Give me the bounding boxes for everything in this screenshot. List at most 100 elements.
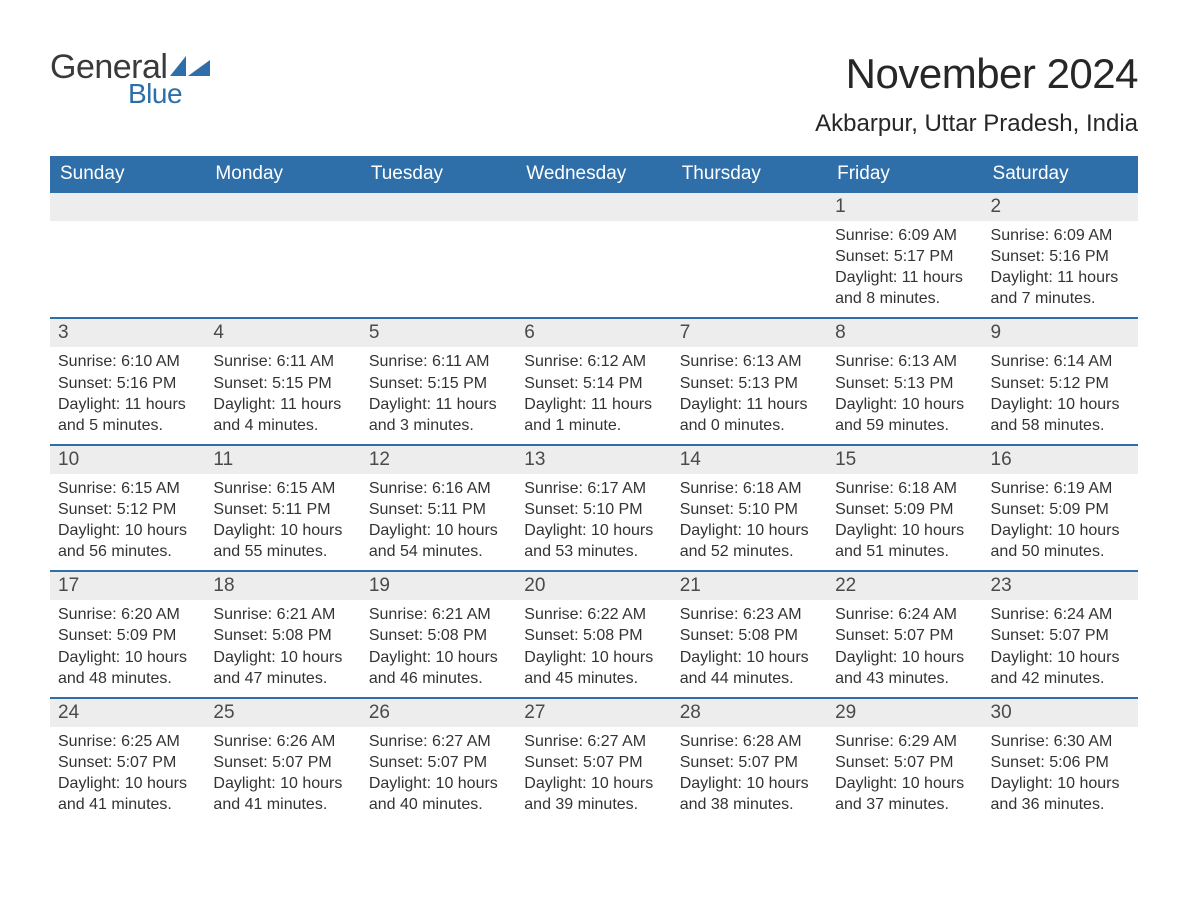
day-details: Sunrise: 6:28 AMSunset: 5:07 PMDaylight:… xyxy=(672,727,827,815)
calendar-day: 19Sunrise: 6:21 AMSunset: 5:08 PMDayligh… xyxy=(361,572,516,696)
day-details: Sunrise: 6:15 AMSunset: 5:12 PMDaylight:… xyxy=(50,474,205,562)
day-details: Sunrise: 6:26 AMSunset: 5:07 PMDaylight:… xyxy=(205,727,360,815)
day-number: 30 xyxy=(983,699,1138,727)
day-number: 1 xyxy=(827,193,982,221)
sunrise-text: Sunrise: 6:15 AM xyxy=(58,478,197,499)
calendar-day: 28Sunrise: 6:28 AMSunset: 5:07 PMDayligh… xyxy=(672,699,827,823)
sunrise-text: Sunrise: 6:21 AM xyxy=(369,604,508,625)
calendar-week: 24Sunrise: 6:25 AMSunset: 5:07 PMDayligh… xyxy=(50,697,1138,823)
sunset-text: Sunset: 5:16 PM xyxy=(58,373,197,394)
day-number xyxy=(361,193,516,221)
weekday-header: Friday xyxy=(827,156,982,193)
day-number: 24 xyxy=(50,699,205,727)
daylight-text: Daylight: 11 hours and 1 minute. xyxy=(524,394,663,436)
daylight-text: Daylight: 11 hours and 0 minutes. xyxy=(680,394,819,436)
weekday-header: Monday xyxy=(205,156,360,193)
day-details: Sunrise: 6:19 AMSunset: 5:09 PMDaylight:… xyxy=(983,474,1138,562)
day-number: 7 xyxy=(672,319,827,347)
brand-logo: General Blue xyxy=(50,50,212,110)
sunset-text: Sunset: 5:13 PM xyxy=(835,373,974,394)
calendar-day: 9Sunrise: 6:14 AMSunset: 5:12 PMDaylight… xyxy=(983,319,1138,443)
sunset-text: Sunset: 5:13 PM xyxy=(680,373,819,394)
calendar-day: 1Sunrise: 6:09 AMSunset: 5:17 PMDaylight… xyxy=(827,193,982,317)
calendar-day: 10Sunrise: 6:15 AMSunset: 5:12 PMDayligh… xyxy=(50,446,205,570)
sunset-text: Sunset: 5:07 PM xyxy=(58,752,197,773)
daylight-text: Daylight: 10 hours and 36 minutes. xyxy=(991,773,1130,815)
daylight-text: Daylight: 11 hours and 3 minutes. xyxy=(369,394,508,436)
sunrise-text: Sunrise: 6:17 AM xyxy=(524,478,663,499)
sunrise-text: Sunrise: 6:16 AM xyxy=(369,478,508,499)
day-number: 26 xyxy=(361,699,516,727)
calendar: SundayMondayTuesdayWednesdayThursdayFrid… xyxy=(50,156,1138,823)
sunrise-text: Sunrise: 6:14 AM xyxy=(991,351,1130,372)
calendar-body: 1Sunrise: 6:09 AMSunset: 5:17 PMDaylight… xyxy=(50,193,1138,823)
sunrise-text: Sunrise: 6:22 AM xyxy=(524,604,663,625)
sunrise-text: Sunrise: 6:27 AM xyxy=(524,731,663,752)
day-number: 10 xyxy=(50,446,205,474)
sunrise-text: Sunrise: 6:23 AM xyxy=(680,604,819,625)
sunset-text: Sunset: 5:07 PM xyxy=(991,625,1130,646)
day-number: 6 xyxy=(516,319,671,347)
calendar-day: 14Sunrise: 6:18 AMSunset: 5:10 PMDayligh… xyxy=(672,446,827,570)
sunrise-text: Sunrise: 6:10 AM xyxy=(58,351,197,372)
calendar-day: 22Sunrise: 6:24 AMSunset: 5:07 PMDayligh… xyxy=(827,572,982,696)
title-block: November 2024 Akbarpur, Uttar Pradesh, I… xyxy=(815,50,1138,138)
day-number: 23 xyxy=(983,572,1138,600)
day-number: 13 xyxy=(516,446,671,474)
day-number xyxy=(516,193,671,221)
day-details: Sunrise: 6:27 AMSunset: 5:07 PMDaylight:… xyxy=(516,727,671,815)
day-details: Sunrise: 6:25 AMSunset: 5:07 PMDaylight:… xyxy=(50,727,205,815)
day-details: Sunrise: 6:29 AMSunset: 5:07 PMDaylight:… xyxy=(827,727,982,815)
day-details: Sunrise: 6:21 AMSunset: 5:08 PMDaylight:… xyxy=(361,600,516,688)
daylight-text: Daylight: 10 hours and 55 minutes. xyxy=(213,520,352,562)
day-number: 5 xyxy=(361,319,516,347)
calendar-day: 21Sunrise: 6:23 AMSunset: 5:08 PMDayligh… xyxy=(672,572,827,696)
daylight-text: Daylight: 11 hours and 7 minutes. xyxy=(991,267,1130,309)
calendar-day: 5Sunrise: 6:11 AMSunset: 5:15 PMDaylight… xyxy=(361,319,516,443)
day-details: Sunrise: 6:09 AMSunset: 5:16 PMDaylight:… xyxy=(983,221,1138,309)
sunrise-text: Sunrise: 6:09 AM xyxy=(835,225,974,246)
sunrise-text: Sunrise: 6:11 AM xyxy=(213,351,352,372)
calendar-week: 17Sunrise: 6:20 AMSunset: 5:09 PMDayligh… xyxy=(50,570,1138,696)
daylight-text: Daylight: 10 hours and 52 minutes. xyxy=(680,520,819,562)
calendar-day: 16Sunrise: 6:19 AMSunset: 5:09 PMDayligh… xyxy=(983,446,1138,570)
daylight-text: Daylight: 10 hours and 42 minutes. xyxy=(991,647,1130,689)
sunrise-text: Sunrise: 6:13 AM xyxy=(835,351,974,372)
daylight-text: Daylight: 10 hours and 51 minutes. xyxy=(835,520,974,562)
sunrise-text: Sunrise: 6:19 AM xyxy=(991,478,1130,499)
sunrise-text: Sunrise: 6:28 AM xyxy=(680,731,819,752)
calendar-day: 23Sunrise: 6:24 AMSunset: 5:07 PMDayligh… xyxy=(983,572,1138,696)
sunset-text: Sunset: 5:07 PM xyxy=(680,752,819,773)
sunrise-text: Sunrise: 6:27 AM xyxy=(369,731,508,752)
day-details: Sunrise: 6:18 AMSunset: 5:10 PMDaylight:… xyxy=(672,474,827,562)
sunset-text: Sunset: 5:09 PM xyxy=(991,499,1130,520)
sunset-text: Sunset: 5:09 PM xyxy=(58,625,197,646)
weekday-header: Saturday xyxy=(983,156,1138,193)
sunrise-text: Sunrise: 6:13 AM xyxy=(680,351,819,372)
day-number: 14 xyxy=(672,446,827,474)
daylight-text: Daylight: 10 hours and 59 minutes. xyxy=(835,394,974,436)
day-details: Sunrise: 6:16 AMSunset: 5:11 PMDaylight:… xyxy=(361,474,516,562)
weekday-header-row: SundayMondayTuesdayWednesdayThursdayFrid… xyxy=(50,156,1138,193)
daylight-text: Daylight: 10 hours and 43 minutes. xyxy=(835,647,974,689)
day-details: Sunrise: 6:11 AMSunset: 5:15 PMDaylight:… xyxy=(361,347,516,435)
day-number: 11 xyxy=(205,446,360,474)
sunrise-text: Sunrise: 6:12 AM xyxy=(524,351,663,372)
day-details: Sunrise: 6:09 AMSunset: 5:17 PMDaylight:… xyxy=(827,221,982,309)
daylight-text: Daylight: 10 hours and 41 minutes. xyxy=(58,773,197,815)
calendar-week: 3Sunrise: 6:10 AMSunset: 5:16 PMDaylight… xyxy=(50,317,1138,443)
calendar-day xyxy=(516,193,671,317)
calendar-week: 1Sunrise: 6:09 AMSunset: 5:17 PMDaylight… xyxy=(50,193,1138,317)
day-details: Sunrise: 6:20 AMSunset: 5:09 PMDaylight:… xyxy=(50,600,205,688)
sunrise-text: Sunrise: 6:09 AM xyxy=(991,225,1130,246)
calendar-day xyxy=(361,193,516,317)
day-number: 16 xyxy=(983,446,1138,474)
calendar-day: 24Sunrise: 6:25 AMSunset: 5:07 PMDayligh… xyxy=(50,699,205,823)
day-number: 4 xyxy=(205,319,360,347)
daylight-text: Daylight: 10 hours and 39 minutes. xyxy=(524,773,663,815)
day-number: 25 xyxy=(205,699,360,727)
weekday-header: Wednesday xyxy=(516,156,671,193)
daylight-text: Daylight: 10 hours and 37 minutes. xyxy=(835,773,974,815)
daylight-text: Daylight: 10 hours and 58 minutes. xyxy=(991,394,1130,436)
calendar-day xyxy=(672,193,827,317)
